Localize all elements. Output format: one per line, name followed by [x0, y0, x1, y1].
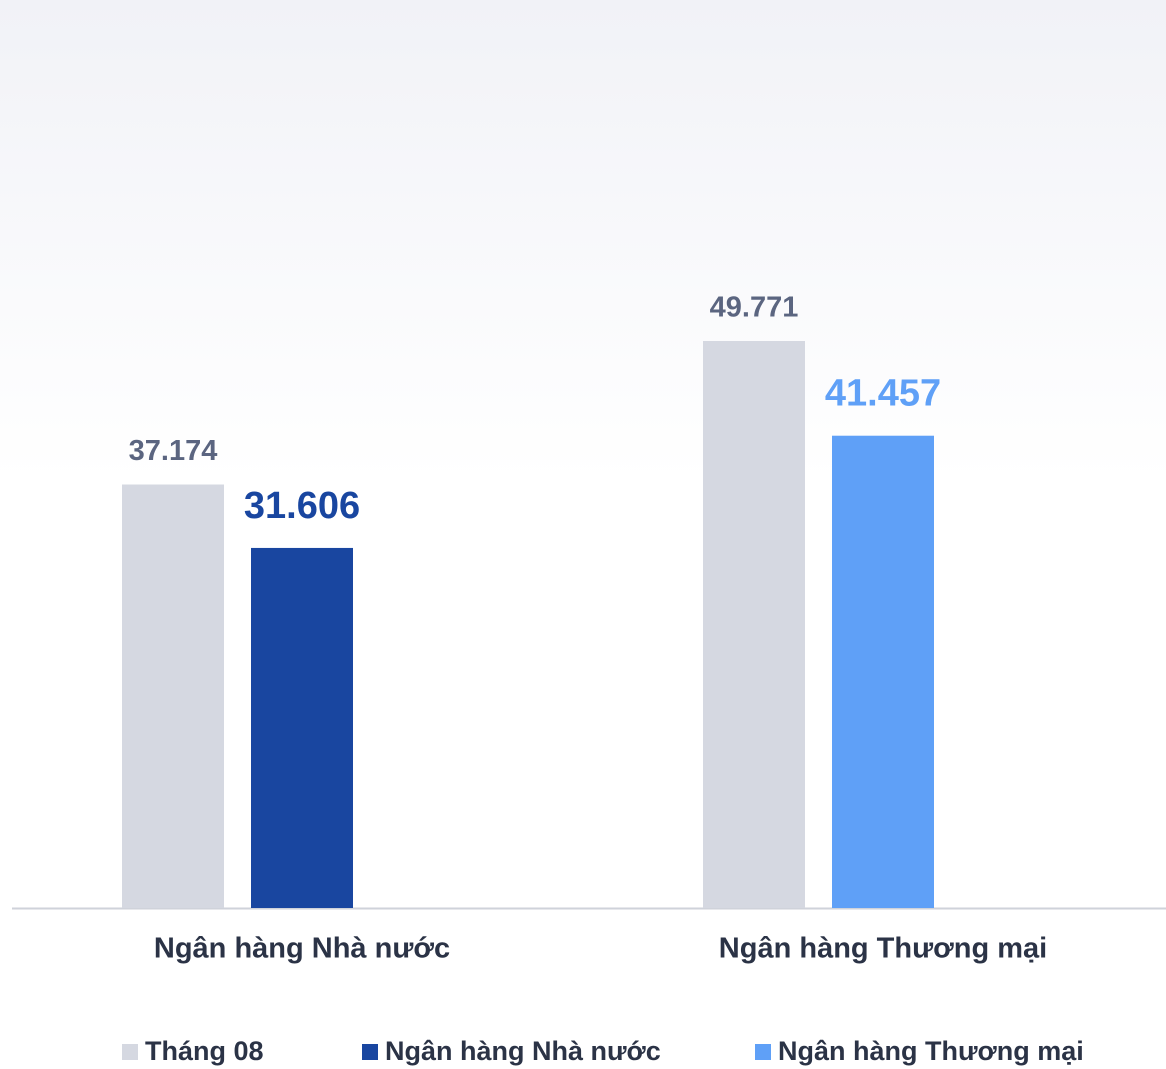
legend-label: Ngân hàng Thương mại [778, 1036, 1084, 1066]
x-tick-label: Ngân hàng Thương mại [719, 933, 1047, 965]
bar [251, 547, 353, 908]
legend-swatch [755, 1044, 771, 1060]
value-label: 31.606 [244, 485, 360, 527]
bar [703, 341, 805, 908]
legend-swatch [122, 1044, 138, 1060]
value-label: 41.457 [825, 373, 941, 415]
legend-label: Tháng 08 [145, 1036, 264, 1066]
legend-swatch [362, 1044, 378, 1060]
bar [832, 435, 934, 908]
legend-label: Ngân hàng Nhà nước [385, 1036, 661, 1066]
x-tick-label: Ngân hàng Nhà nước [154, 933, 450, 965]
value-label: 37.174 [129, 435, 218, 467]
bar [122, 484, 224, 908]
value-label: 49.771 [710, 292, 799, 324]
